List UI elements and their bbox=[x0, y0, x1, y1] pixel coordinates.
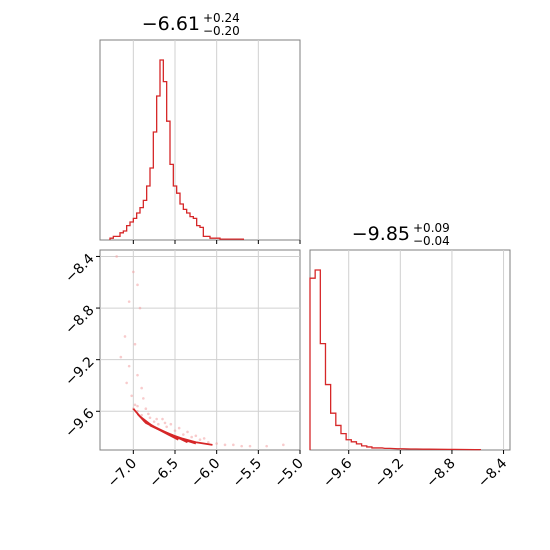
scatter-point bbox=[133, 342, 137, 346]
scatter-point bbox=[190, 435, 193, 439]
scatter-point bbox=[186, 430, 189, 434]
histogram-x-line bbox=[109, 59, 244, 240]
histogram-y-title: −9.85 bbox=[352, 223, 410, 245]
scatter-point bbox=[177, 426, 181, 430]
scatter-point bbox=[119, 355, 123, 359]
scatter-point bbox=[147, 412, 150, 416]
histogram-x-frame bbox=[99, 39, 301, 241]
histogram-y-tick-label: −8.8 bbox=[423, 456, 458, 491]
scatter-x-tick-label: −6.5 bbox=[146, 456, 181, 491]
scatter-x-tick-label: −5.5 bbox=[230, 456, 265, 491]
histogram-x-title-value: −6.61 bbox=[142, 13, 200, 35]
scatter-point bbox=[133, 403, 137, 407]
histogram-x-grid bbox=[132, 40, 259, 240]
scatter-point bbox=[132, 270, 135, 274]
scatter-points bbox=[115, 255, 285, 448]
scatter-y-tick-label: −8.8 bbox=[62, 302, 97, 337]
scatter-x-ticks: −7.0 −6.5 −6.0 −5.5 −5.0 bbox=[105, 450, 307, 491]
scatter-point bbox=[136, 283, 139, 287]
scatter-point bbox=[144, 407, 148, 411]
scatter-y-tick-label: −9.2 bbox=[62, 354, 97, 389]
histogram-y-title-upper: +0.09 bbox=[413, 221, 450, 235]
scatter-point bbox=[155, 417, 158, 421]
scatter-point bbox=[138, 306, 142, 310]
scatter-point bbox=[127, 364, 131, 368]
scatter-point bbox=[282, 443, 285, 447]
scatter-x-tick-label: −5.0 bbox=[271, 456, 306, 491]
scatter-point bbox=[265, 444, 268, 448]
scatter-point bbox=[127, 300, 131, 303]
scatter-contour-frame bbox=[99, 249, 301, 451]
scatter-point bbox=[223, 443, 227, 447]
histogram-y-title-value: −9.85 bbox=[352, 223, 410, 245]
scatter-x-tick-label: −6.0 bbox=[188, 456, 223, 491]
histogram-y-frame bbox=[309, 249, 511, 451]
contour-lines bbox=[132, 408, 213, 446]
scatter-y-tick-label: −8.4 bbox=[62, 251, 97, 286]
histogram-y-tick-label: −8.4 bbox=[475, 455, 510, 490]
histogram-x-title-lower: −0.20 bbox=[203, 24, 240, 38]
scatter-point bbox=[207, 440, 210, 444]
scatter-point bbox=[215, 442, 218, 445]
histogram-x-title: −6.61 bbox=[142, 13, 200, 35]
scatter-point bbox=[123, 335, 127, 338]
scatter-point bbox=[240, 444, 243, 448]
scatter-point bbox=[140, 413, 143, 417]
scatter-y-ticks: −8.4 −8.8 −9.2 −9.6 bbox=[62, 251, 100, 441]
histogram-panel-y: −9.6 −9.2 −8.8 −8.4 −9.85 +0.09 −0.04 bbox=[309, 221, 511, 491]
scatter-point bbox=[157, 422, 160, 426]
histogram-x-ticks bbox=[132, 240, 301, 244]
scatter-point bbox=[130, 394, 133, 398]
histogram-y-ticks: −9.6 −9.2 −8.8 −8.4 bbox=[320, 450, 510, 491]
scatter-contour-grid bbox=[100, 250, 300, 450]
scatter-point bbox=[194, 434, 198, 438]
scatter-point bbox=[136, 373, 139, 377]
scatter-point bbox=[198, 438, 202, 441]
scatter-point bbox=[148, 416, 152, 420]
scatter-point bbox=[182, 433, 185, 436]
histogram-y-tick-label: −9.6 bbox=[320, 455, 355, 490]
histogram-x-title-upper: +0.24 bbox=[203, 11, 240, 25]
scatter-point bbox=[152, 420, 156, 423]
scatter-point bbox=[125, 381, 128, 385]
contour-line bbox=[149, 424, 179, 441]
histogram-panel-x: −6.61 +0.24 −0.20 bbox=[99, 11, 301, 244]
scatter-point bbox=[163, 421, 167, 425]
histogram-y-line bbox=[309, 269, 481, 451]
scatter-point bbox=[232, 443, 235, 447]
scatter-point bbox=[115, 255, 118, 258]
scatter-point bbox=[248, 444, 252, 448]
histogram-y-title-lower: −0.04 bbox=[413, 234, 450, 248]
scatter-x-tick-label: −7.0 bbox=[105, 456, 140, 491]
scatter-contour-panel: −7.0 −6.5 −6.0 −5.5 −5.0 −8.4 −8.8 −9.2 −9.6 bbox=[62, 249, 307, 491]
scatter-point bbox=[140, 386, 143, 390]
scatter-point bbox=[173, 429, 177, 432]
scatter-point bbox=[169, 422, 173, 426]
histogram-y-grid bbox=[348, 250, 505, 450]
scatter-point bbox=[161, 417, 164, 421]
scatter-y-tick-label: −9.6 bbox=[62, 406, 97, 441]
scatter-point bbox=[142, 397, 145, 400]
scatter-point bbox=[136, 404, 139, 408]
scatter-point bbox=[165, 425, 168, 429]
scatter-point bbox=[202, 437, 206, 440]
histogram-y-tick-label: −9.2 bbox=[372, 456, 407, 491]
